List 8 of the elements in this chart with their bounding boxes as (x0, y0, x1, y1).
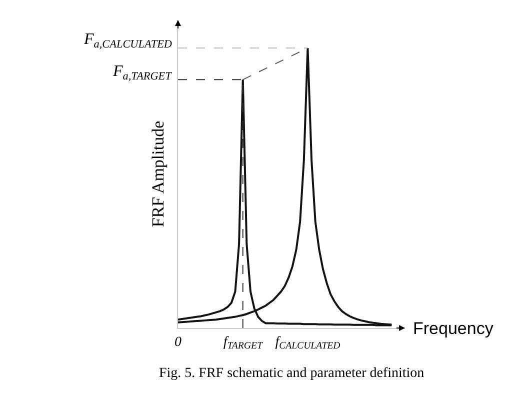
x-tick-label: f$_{TARGET}$ (223, 334, 264, 352)
ref-line-label: F$_{a,CALCULATED}$ (83, 31, 172, 50)
y-axis-title: FRF Amplitude (148, 120, 168, 228)
caption: Fig. 5. FRF schematic and parameter definition (159, 366, 424, 381)
x-tick-label: 0 (174, 334, 182, 350)
x-axis-title: Frequency (413, 319, 494, 338)
x-tick-label: f$_{CALCULATED}$ (275, 334, 340, 352)
ref-line-label: F$_{a,TARGET}$ (112, 63, 172, 82)
